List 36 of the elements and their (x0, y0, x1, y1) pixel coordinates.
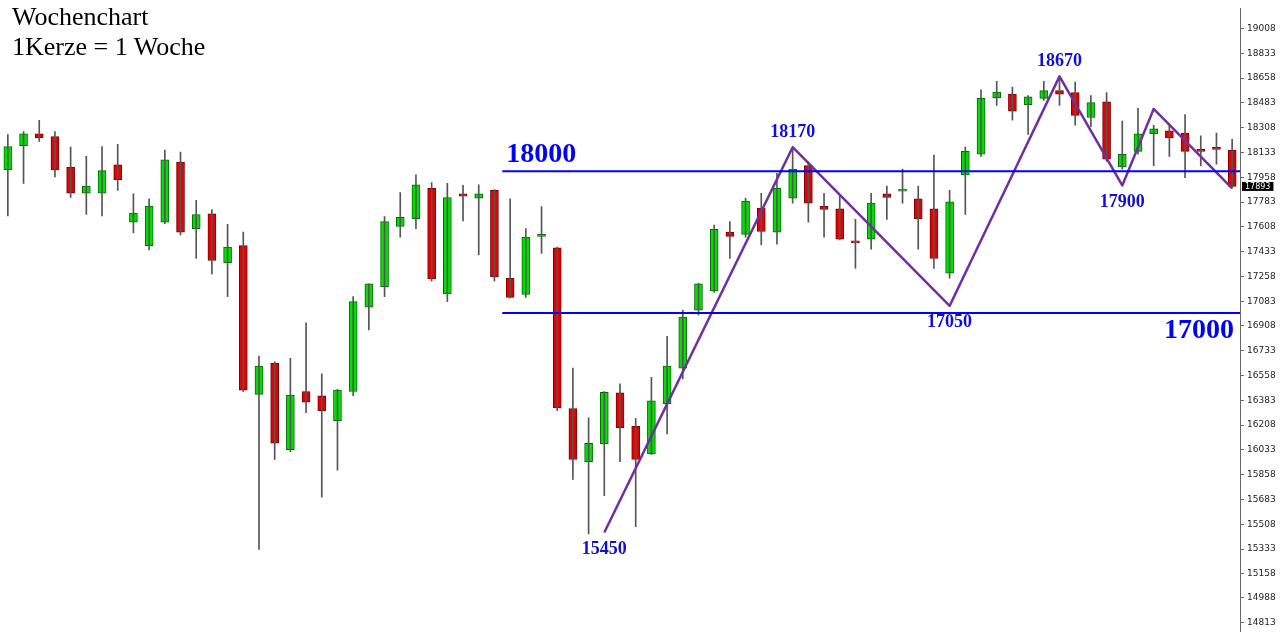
y-tick-label: 17608 (1247, 221, 1276, 232)
y-tick-label: 17783 (1247, 196, 1276, 207)
y-tick-label: 18308 (1247, 122, 1276, 132)
data-label: 15450 (581, 538, 627, 559)
y-tick-label: 17958 (1247, 171, 1276, 182)
chart-title: Wochenchart (12, 2, 150, 32)
y-tick-label: 17083 (1247, 295, 1276, 306)
y-tick-label: 18133 (1247, 146, 1276, 157)
data-label: 18670 (1036, 50, 1082, 71)
y-tick-label: 19008 (1247, 22, 1276, 33)
y-tick-label: 16558 (1247, 369, 1276, 380)
y-tick-label: 15858 (1247, 469, 1276, 480)
y-tick-label: 15333 (1247, 543, 1276, 554)
y-tick-label: 18658 (1247, 72, 1276, 83)
y-tick-label: 14813 (1247, 617, 1276, 628)
y-tick-label: 15158 (1247, 568, 1276, 579)
y-tick-label: 16208 (1247, 419, 1276, 430)
data-label: 17900 (1099, 191, 1145, 212)
text: 17893 (1245, 181, 1271, 191)
data-label: 17050 (927, 311, 973, 332)
y-tick-label: 16033 (1247, 444, 1276, 455)
y-tick-label: 16383 (1247, 394, 1276, 405)
y-tick-label: 18483 (1247, 97, 1276, 108)
y-tick-label: 15683 (1247, 493, 1276, 504)
ref-line-label: 18000 (506, 136, 577, 168)
y-tick-label: 16733 (1247, 345, 1276, 356)
data-label: 18170 (770, 120, 816, 141)
y-tick-label: 15508 (1247, 518, 1276, 529)
text: 1Kerze = 1 Woche (12, 32, 206, 62)
y-tick-label: 14988 (1247, 592, 1276, 603)
y-tick-label: 18833 (1247, 47, 1276, 58)
y-tick-label: 17258 (1247, 270, 1276, 281)
y-tick-label: 17433 (1247, 245, 1276, 256)
y-tick-label: 16908 (1247, 320, 1276, 331)
candlestick (1196, 135, 1206, 166)
ref-line-label: 17000 (1164, 313, 1234, 345)
